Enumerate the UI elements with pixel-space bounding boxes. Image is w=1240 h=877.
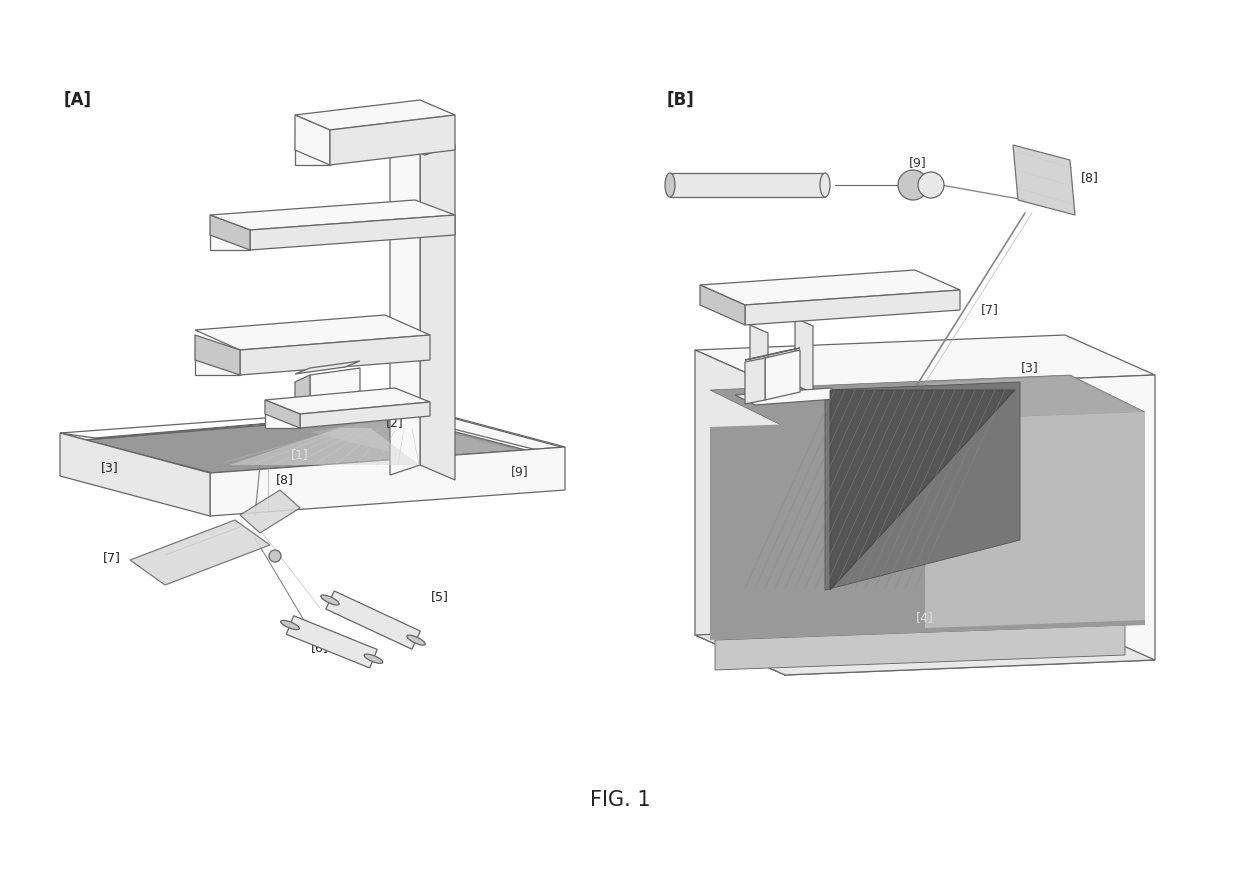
Polygon shape [241,490,300,533]
Text: [3]: [3] [1021,361,1039,374]
Polygon shape [295,375,310,414]
Text: [5]: [5] [432,590,449,603]
Polygon shape [745,290,960,325]
Polygon shape [130,520,270,585]
Polygon shape [670,173,825,197]
Text: [10]: [10] [734,179,760,191]
Text: [1]: [1] [291,448,309,461]
Polygon shape [750,325,768,400]
Ellipse shape [365,654,383,663]
Polygon shape [310,368,360,407]
Polygon shape [265,400,300,428]
Polygon shape [925,376,1145,420]
Polygon shape [210,230,250,250]
Polygon shape [310,418,546,471]
Polygon shape [765,350,800,400]
Text: [9]: [9] [909,156,926,169]
Polygon shape [711,375,1145,427]
Polygon shape [265,414,300,428]
Polygon shape [295,115,330,165]
Polygon shape [391,130,420,475]
Polygon shape [795,318,813,393]
Text: [3]: [3] [102,461,119,474]
Polygon shape [265,388,430,414]
Polygon shape [300,402,430,428]
Ellipse shape [665,173,675,197]
Polygon shape [1013,145,1075,215]
Text: [4]: [4] [916,611,934,624]
Polygon shape [701,285,745,325]
Text: [4]: [4] [291,355,309,368]
Polygon shape [86,415,546,480]
Polygon shape [391,130,455,155]
Ellipse shape [321,595,340,605]
Polygon shape [195,350,241,375]
Text: [2]: [2] [911,448,929,461]
Polygon shape [925,412,1145,628]
Polygon shape [735,388,849,405]
Ellipse shape [280,620,299,630]
Text: [1]: [1] [761,389,779,402]
Text: [8]: [8] [277,474,294,487]
Text: FIG. 1: FIG. 1 [590,790,650,810]
Text: [2]: [2] [386,417,404,430]
Text: [5]: [5] [821,282,839,295]
Polygon shape [295,100,455,130]
Polygon shape [60,433,210,516]
Polygon shape [210,200,455,230]
Text: [6]: [6] [311,641,329,654]
Circle shape [269,550,281,562]
Text: [7]: [7] [981,303,999,317]
Polygon shape [210,215,250,250]
Polygon shape [420,130,455,480]
Polygon shape [694,350,785,675]
Polygon shape [825,382,1021,590]
Polygon shape [745,358,765,404]
Text: [8]: [8] [1081,172,1099,184]
Ellipse shape [820,173,830,197]
Polygon shape [715,625,1125,670]
Polygon shape [694,620,1154,675]
Polygon shape [830,390,1016,590]
Polygon shape [241,335,430,375]
Polygon shape [286,616,377,668]
Polygon shape [785,375,1154,675]
Text: [A]: [A] [64,91,92,109]
Circle shape [918,172,944,198]
Polygon shape [330,115,455,165]
Polygon shape [326,591,420,649]
Polygon shape [229,428,420,465]
Text: [B]: [B] [666,91,694,109]
Text: [9]: [9] [511,466,529,479]
Polygon shape [391,408,565,452]
Polygon shape [60,413,391,440]
Polygon shape [195,315,430,350]
Ellipse shape [407,635,425,645]
Polygon shape [711,412,1145,640]
Text: [7]: [7] [103,552,122,565]
Polygon shape [295,361,360,374]
Polygon shape [745,348,800,360]
Polygon shape [295,130,330,165]
Circle shape [898,170,928,200]
Polygon shape [210,447,565,516]
Polygon shape [694,335,1154,390]
Text: [6]: [6] [1056,524,1074,537]
Polygon shape [701,270,960,305]
Polygon shape [195,335,241,375]
Polygon shape [250,215,455,250]
